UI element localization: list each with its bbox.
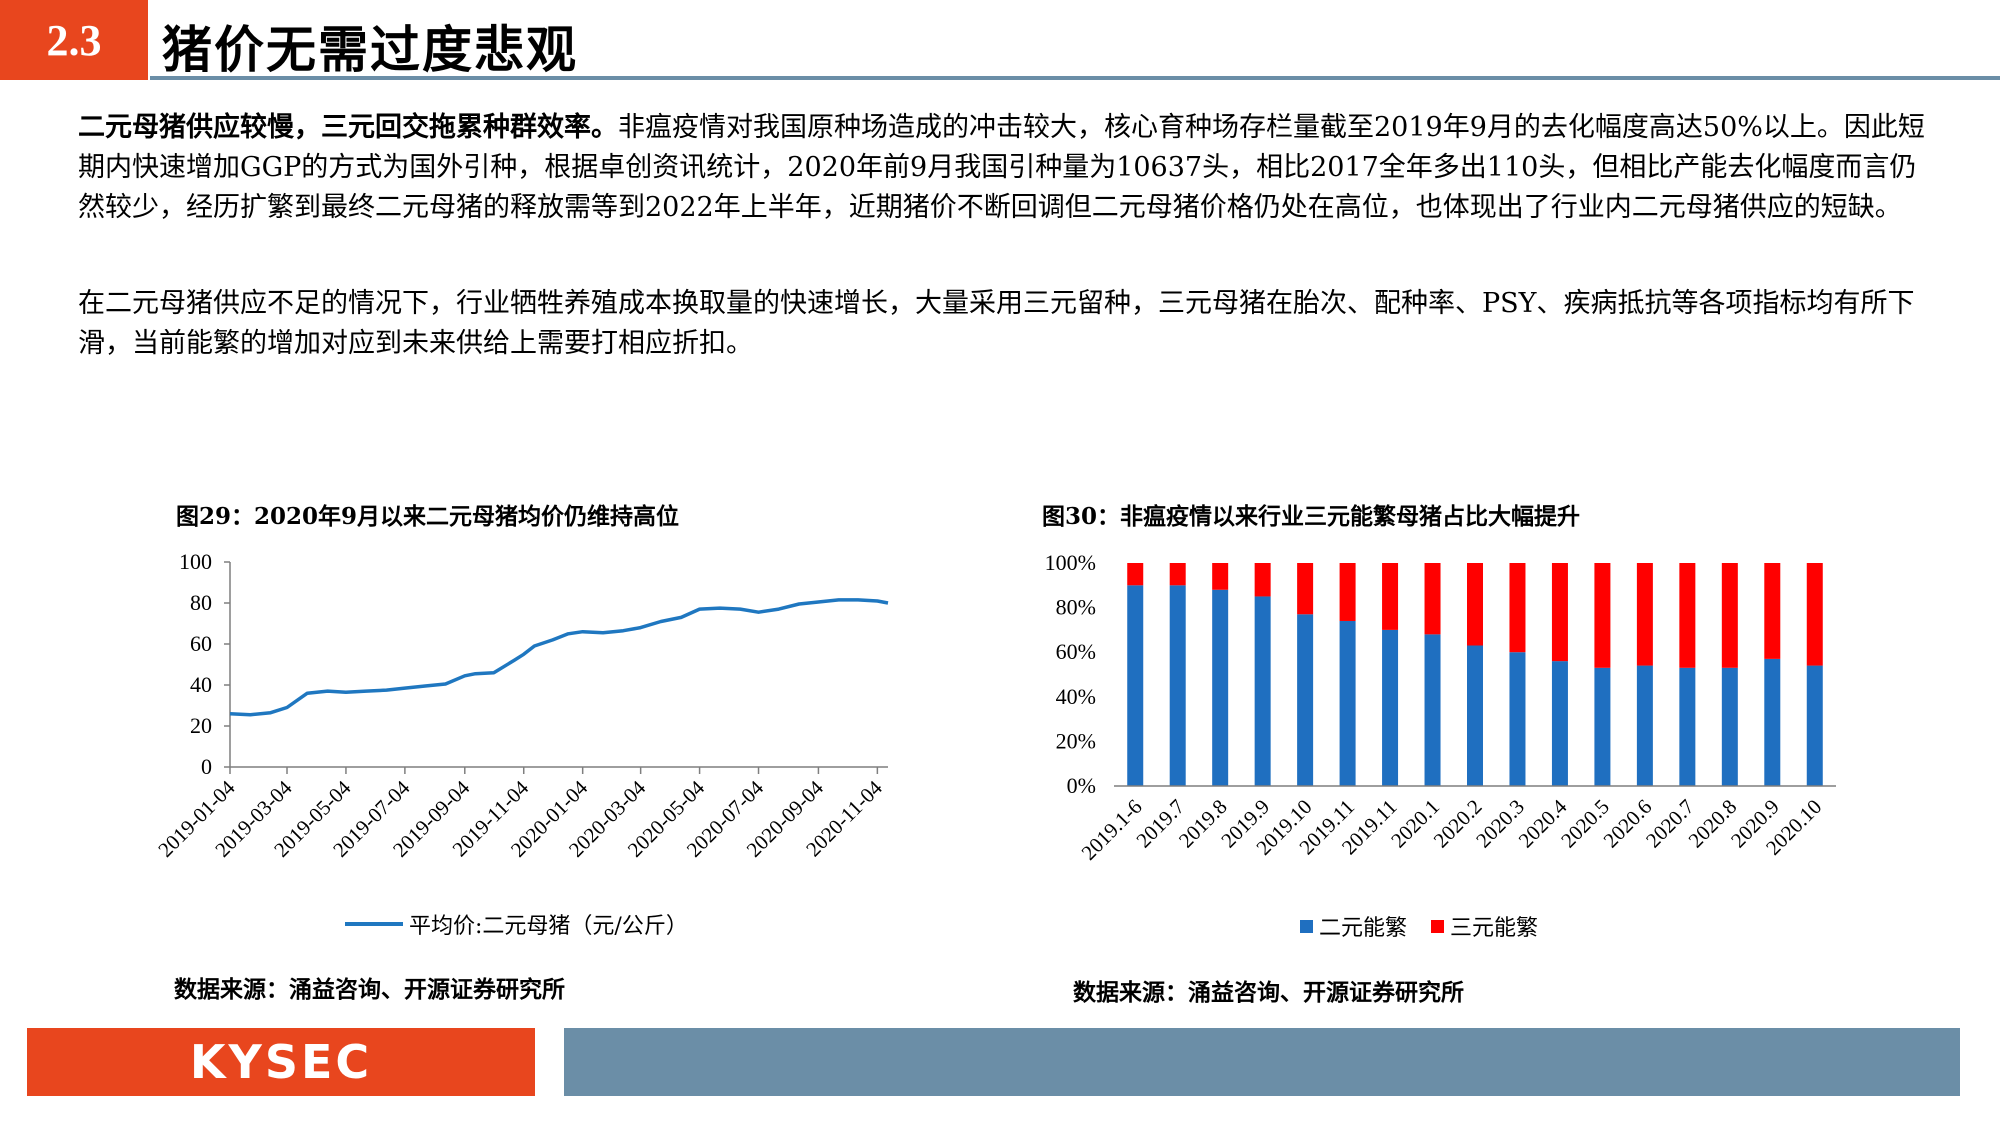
bar-sanxuan xyxy=(1721,563,1738,668)
x-tick-label: 2020.4 xyxy=(1514,794,1572,852)
y-tick-label: 80% xyxy=(1056,595,1096,620)
legend-line-label: 平均价:二元母猪（元/公斤） xyxy=(409,914,688,939)
x-tick-label: 2020-03-04 xyxy=(564,775,651,862)
bar-erxuan xyxy=(1424,634,1441,786)
kysec-logo: KYSEC xyxy=(27,1028,535,1096)
bar-erxuan xyxy=(1594,667,1611,786)
y-tick-label: 60% xyxy=(1056,639,1096,664)
bar-sanxuan xyxy=(1424,563,1441,635)
x-tick-label: 2020-11-04 xyxy=(801,775,887,861)
y-tick-label: 20 xyxy=(190,713,212,738)
x-tick-label: 2019.8 xyxy=(1174,795,1232,853)
y-tick-label: 80 xyxy=(190,590,212,615)
x-tick-label: 2020.3 xyxy=(1471,795,1529,853)
x-tick-label: 2019-09-04 xyxy=(388,775,475,862)
bar-erxuan xyxy=(1806,665,1823,786)
x-tick-label: 2020-05-04 xyxy=(623,775,710,862)
y-tick-label: 40 xyxy=(190,672,212,697)
legend-label-erxuan: 二元能繁 xyxy=(1319,916,1408,941)
bar-erxuan xyxy=(1254,596,1271,786)
x-tick-label: 2019-07-04 xyxy=(328,775,415,862)
y-tick-label: 0% xyxy=(1067,773,1096,798)
bar-sanxuan xyxy=(1382,563,1399,630)
x-tick-label: 2020.5 xyxy=(1556,795,1614,853)
bar-erxuan xyxy=(1551,661,1568,786)
bar-sanxuan xyxy=(1467,563,1483,646)
bar-sanxuan xyxy=(1254,563,1271,597)
x-tick-label: 2020-09-04 xyxy=(742,775,829,862)
bar-sanxuan xyxy=(1636,563,1653,666)
x-tick-label: 2019.11 xyxy=(1294,795,1359,860)
legend-line-swatch xyxy=(345,922,403,926)
bar-sanxuan xyxy=(1297,563,1314,615)
bar-sanxuan xyxy=(1764,563,1781,659)
y-tick-label: 60 xyxy=(190,631,212,656)
figure-30-source: 数据来源：涌益咨询、开源证券研究所 xyxy=(1073,979,1464,1006)
x-tick-label: 2019.10 xyxy=(1251,795,1316,860)
bar-erxuan xyxy=(1764,658,1781,786)
title-rule xyxy=(150,76,2000,80)
figure-29-source: 数据来源：涌益咨询、开源证券研究所 xyxy=(174,976,565,1003)
bar-sanxuan xyxy=(1212,563,1229,590)
series-line-erxuan-price xyxy=(229,598,889,717)
legend-label-sanxuan: 三元能繁 xyxy=(1450,916,1539,941)
x-tick-label: 2019-11-04 xyxy=(448,775,534,861)
y-tick-label: 40% xyxy=(1056,684,1096,709)
paragraph-1: 二元母猪供应较慢，三元回交拖累种群效率。非瘟疫情对我国原种场造成的冲击较大，核心… xyxy=(78,108,1938,228)
bar-erxuan xyxy=(1169,585,1186,786)
section-title: 猪价无需过度悲观 xyxy=(162,20,578,79)
bar-sanxuan xyxy=(1594,563,1611,668)
x-tick-label: 2020-07-04 xyxy=(682,775,769,862)
legend-bar-chart: 二元能繁 三元能繁 xyxy=(1300,910,1562,942)
figure-29-title: 图29：2020年9月以来二元母猪均价仍维持高位 xyxy=(176,503,680,530)
paragraph-1-body: 非瘟疫情对我国原种场造成的冲击较大，核心育种场存栏量截至2019年9月的去化幅度… xyxy=(78,112,1925,223)
legend-item-erxuan: 二元能繁 xyxy=(1300,910,1407,942)
x-tick-label: 2020-01-04 xyxy=(506,775,593,862)
bar-erxuan xyxy=(1679,667,1696,786)
bar-erxuan xyxy=(1127,585,1144,786)
footer-bar xyxy=(564,1028,1960,1096)
bar-sanxuan xyxy=(1806,563,1823,666)
x-tick-label: 2019.1-6 xyxy=(1077,795,1147,865)
y-tick-label: 100 xyxy=(179,549,212,574)
section-number: 2.3 xyxy=(0,0,148,80)
bar-sanxuan xyxy=(1127,563,1144,586)
x-tick-label: 2020.9 xyxy=(1726,795,1784,853)
bar-sanxuan xyxy=(1169,563,1186,586)
x-tick-label: 2019-01-04 xyxy=(153,775,240,862)
legend-swatch-sanxuan xyxy=(1431,919,1445,933)
bar-erxuan xyxy=(1212,589,1229,786)
legend-swatch-erxuan xyxy=(1300,919,1313,933)
x-tick-label: 2019-03-04 xyxy=(210,775,297,862)
bar-erxuan xyxy=(1509,652,1526,786)
x-tick-label: 2020.7 xyxy=(1641,795,1699,853)
bar-erxuan xyxy=(1382,629,1399,786)
x-tick-label: 2020.1 xyxy=(1386,795,1444,853)
x-tick-label: 2020.6 xyxy=(1599,795,1657,853)
legend-item-sanxuan: 三元能繁 xyxy=(1431,910,1538,942)
paragraph-1-lead: 二元母猪供应较慢，三元回交拖累种群效率。 xyxy=(78,112,618,143)
y-tick-label: 100% xyxy=(1045,550,1096,575)
bar-erxuan xyxy=(1339,620,1356,786)
figure-30-title: 图30：非瘟疫情以来行业三元能繁母猪占比大幅提升 xyxy=(1042,503,1581,530)
y-tick-label: 0 xyxy=(201,754,212,779)
legend-line-chart: 平均价:二元母猪（元/公斤） xyxy=(345,908,688,940)
bar-sanxuan xyxy=(1339,563,1356,621)
x-tick-label: 2020.8 xyxy=(1684,795,1742,853)
y-tick-label: 20% xyxy=(1056,728,1096,753)
bar-sanxuan xyxy=(1551,563,1568,662)
bar-sanxuan xyxy=(1509,563,1526,653)
x-tick-label: 2020.10 xyxy=(1761,795,1826,860)
bar-erxuan xyxy=(1721,667,1738,786)
x-tick-label: 2019.11 xyxy=(1337,795,1402,860)
paragraph-2: 在二元母猪供应不足的情况下，行业牺牲养殖成本换取量的快速增长，大量采用三元留种，… xyxy=(78,288,1915,359)
x-tick-label: 2019-05-04 xyxy=(269,775,356,862)
x-tick-label: 2020.2 xyxy=(1429,795,1487,853)
x-tick-label: 2019.9 xyxy=(1216,795,1274,853)
x-tick-label: 2019.7 xyxy=(1131,795,1189,853)
bar-erxuan xyxy=(1467,645,1483,786)
bar-erxuan xyxy=(1636,665,1653,786)
bar-erxuan xyxy=(1297,614,1314,786)
bar-sanxuan xyxy=(1679,563,1696,668)
